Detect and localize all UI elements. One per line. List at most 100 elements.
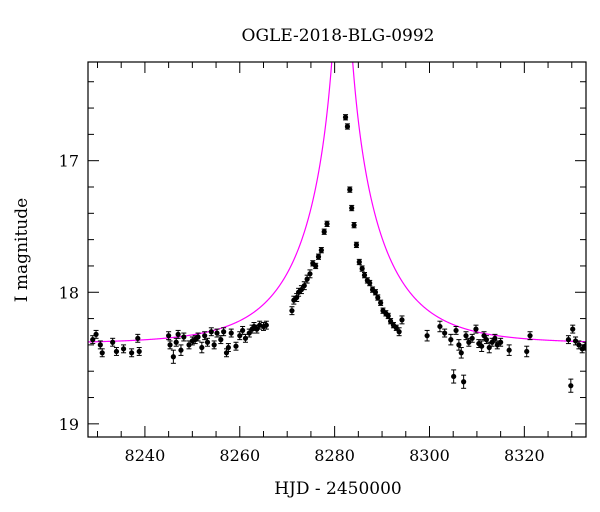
data-marker <box>351 222 357 228</box>
data-point <box>479 340 485 352</box>
data-point <box>240 325 246 335</box>
data-point <box>263 320 269 330</box>
data-marker <box>448 337 454 343</box>
data-marker <box>456 342 462 348</box>
data-point <box>524 345 530 358</box>
axes-layer: 8240 8260 8280 8300 8320 17 18 19 <box>59 61 587 465</box>
data-marker <box>263 322 269 328</box>
data-marker <box>99 350 105 356</box>
data-marker <box>129 350 135 356</box>
data-point <box>242 333 249 343</box>
data-marker <box>463 333 469 339</box>
data-point <box>473 324 479 334</box>
data-marker <box>361 272 368 278</box>
data-marker <box>461 379 467 385</box>
data-marker <box>568 383 574 389</box>
data-point <box>458 347 464 359</box>
data-point <box>375 294 381 301</box>
data-point <box>195 332 201 342</box>
data-marker <box>175 331 181 337</box>
data-point <box>351 222 357 229</box>
x-tick-label: 8300 <box>409 446 450 465</box>
data-point <box>120 344 127 354</box>
data-point <box>221 327 227 337</box>
data-marker <box>237 333 243 339</box>
data-marker <box>344 123 351 130</box>
data-point <box>359 265 365 272</box>
data-marker <box>399 317 405 323</box>
data-marker <box>576 342 582 348</box>
data-point <box>113 347 120 356</box>
data-marker <box>527 333 533 339</box>
data-marker <box>469 335 475 341</box>
data-point <box>463 331 469 341</box>
data-marker <box>167 342 173 348</box>
data-marker <box>572 338 579 344</box>
data-marker <box>506 347 512 353</box>
data-marker <box>225 344 231 351</box>
data-point <box>324 220 330 227</box>
x-axis-label: HJD - 2450000 <box>274 479 402 499</box>
data-point <box>570 324 576 334</box>
x-tick-label: 8280 <box>314 446 355 465</box>
data-marker <box>353 242 360 248</box>
data-marker <box>204 339 211 345</box>
data-marker <box>486 344 492 351</box>
data-marker <box>173 339 179 345</box>
data-marker <box>304 276 310 282</box>
data-point <box>301 281 307 291</box>
data-point <box>199 341 205 354</box>
data-point <box>166 331 172 341</box>
data-marker <box>214 330 220 336</box>
data-marker <box>479 343 485 349</box>
data-point <box>218 335 224 345</box>
data-marker <box>359 265 365 272</box>
data-marker <box>385 313 391 319</box>
data-point <box>178 344 184 356</box>
data-marker <box>202 333 208 339</box>
data-marker <box>498 339 504 345</box>
data-point <box>349 204 355 212</box>
model-curve <box>88 62 586 343</box>
y-tick-label: 18 <box>59 283 79 302</box>
data-point <box>361 272 368 279</box>
data-marker <box>342 114 349 120</box>
data-point <box>506 344 512 356</box>
data-marker <box>166 333 172 339</box>
data-point <box>344 123 351 130</box>
data-point <box>135 333 141 343</box>
data-point <box>321 228 327 235</box>
data-point <box>448 333 454 346</box>
data-marker <box>221 329 227 335</box>
data-point <box>173 337 179 347</box>
data-marker <box>375 294 381 301</box>
data-point <box>208 327 214 337</box>
data-point <box>469 333 475 343</box>
data-point <box>461 374 467 389</box>
data-marker <box>396 329 402 335</box>
y-tick-label: 17 <box>59 152 79 171</box>
data-point <box>489 337 495 347</box>
data-point <box>396 327 402 337</box>
data-marker <box>442 330 448 336</box>
data-point <box>202 331 208 341</box>
data-point <box>228 328 234 338</box>
data-marker <box>120 346 127 352</box>
data-marker <box>372 289 379 295</box>
data-point <box>483 335 489 345</box>
data-marker <box>170 354 176 360</box>
data-marker <box>208 329 214 335</box>
data-marker <box>199 344 205 351</box>
data-point <box>129 348 135 358</box>
data-marker <box>97 342 103 348</box>
data-point <box>424 329 430 342</box>
data-marker <box>90 337 96 343</box>
y-axis-label: I magnitude <box>12 198 32 302</box>
data-point <box>565 335 572 345</box>
data-marker <box>393 325 399 331</box>
data-point <box>110 337 116 347</box>
data-point <box>170 349 176 364</box>
data-marker <box>318 247 324 253</box>
x-tick-label: 8260 <box>219 446 260 465</box>
data-point <box>313 262 319 270</box>
